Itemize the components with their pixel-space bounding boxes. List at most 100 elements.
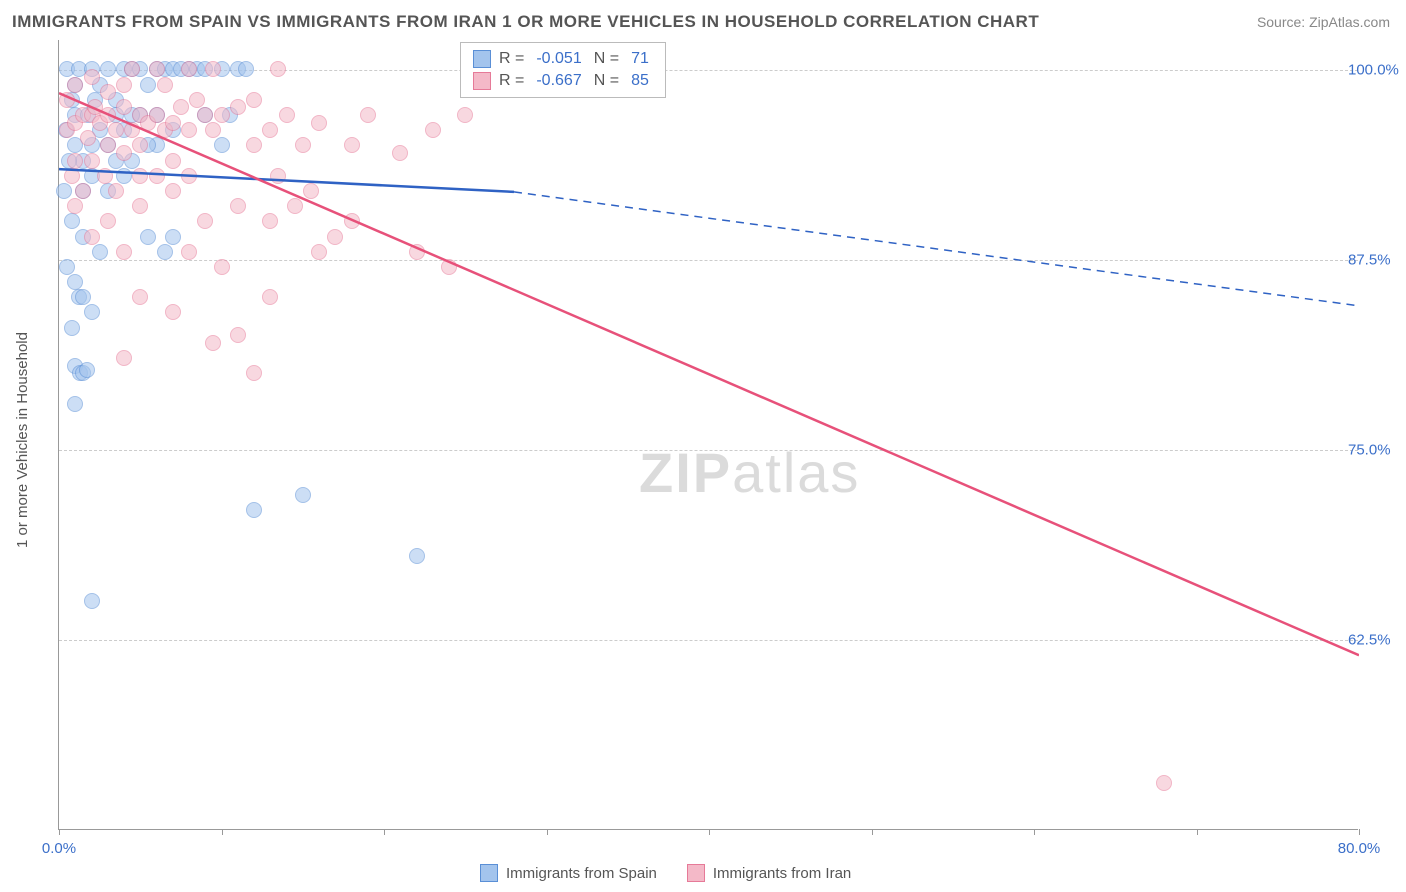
scatter-point (230, 99, 246, 115)
x-tick (384, 829, 385, 835)
scatter-point (262, 122, 278, 138)
scatter-point (214, 137, 230, 153)
swatch-iran (473, 72, 491, 90)
y-tick-label: 62.5% (1348, 632, 1406, 649)
x-tick-label: 80.0% (1338, 840, 1381, 857)
scatter-point (230, 198, 246, 214)
scatter-point (140, 77, 156, 93)
scatter-point (140, 229, 156, 245)
scatter-point (205, 61, 221, 77)
scatter-point (100, 213, 116, 229)
scatter-point (116, 99, 132, 115)
scatter-point (1156, 775, 1172, 791)
scatter-point (64, 168, 80, 184)
x-tick-label: 0.0% (42, 840, 76, 857)
scatter-point (392, 145, 408, 161)
scatter-point (132, 289, 148, 305)
scatter-point (295, 137, 311, 153)
scatter-point (100, 61, 116, 77)
scatter-point (197, 107, 213, 123)
scatter-point (124, 61, 140, 77)
scatter-point (165, 304, 181, 320)
swatch-iran (687, 864, 705, 882)
scatter-point (92, 244, 108, 260)
scatter-point (87, 99, 103, 115)
scatter-point (84, 593, 100, 609)
gridline (59, 640, 1358, 641)
r-value-iran: -0.667 (536, 72, 581, 90)
scatter-point (165, 115, 181, 131)
scatter-point (84, 304, 100, 320)
y-tick-label: 87.5% (1348, 252, 1406, 269)
scatter-point (59, 92, 75, 108)
scatter-point (116, 77, 132, 93)
scatter-point (181, 61, 197, 77)
bottom-legend: Immigrants from Spain Immigrants from Ir… (480, 864, 851, 882)
scatter-point (132, 137, 148, 153)
scatter-point (84, 229, 100, 245)
scatter-point (132, 198, 148, 214)
scatter-point (246, 137, 262, 153)
r-label: R = (499, 72, 524, 90)
x-tick (872, 829, 873, 835)
gridline (59, 260, 1358, 261)
scatter-point (189, 92, 205, 108)
x-tick (709, 829, 710, 835)
scatter-point (165, 229, 181, 245)
scatter-point (75, 183, 91, 199)
y-axis-title: 1 or more Vehicles in Household (14, 332, 31, 548)
scatter-point (108, 122, 124, 138)
scatter-point (149, 61, 165, 77)
plot-area: ZIPatlas 62.5%75.0%87.5%100.0%0.0%80.0% (58, 40, 1358, 830)
scatter-point (79, 362, 95, 378)
n-value-iran: 85 (631, 72, 649, 90)
scatter-point (246, 365, 262, 381)
scatter-point (344, 213, 360, 229)
legend-stats-box: R = -0.051 N = 71 R = -0.667 N = 85 (460, 42, 666, 98)
scatter-point (173, 99, 189, 115)
scatter-point (205, 122, 221, 138)
scatter-point (108, 183, 124, 199)
swatch-spain (480, 864, 498, 882)
scatter-point (67, 198, 83, 214)
scatter-point (97, 168, 113, 184)
scatter-point (311, 115, 327, 131)
scatter-point (409, 244, 425, 260)
scatter-point (75, 289, 91, 305)
gridline (59, 70, 1358, 71)
x-tick (222, 829, 223, 835)
x-tick (59, 829, 60, 835)
scatter-point (327, 229, 343, 245)
scatter-point (67, 77, 83, 93)
scatter-point (311, 244, 327, 260)
x-tick (547, 829, 548, 835)
scatter-point (238, 61, 254, 77)
scatter-point (181, 244, 197, 260)
scatter-point (214, 107, 230, 123)
scatter-point (116, 350, 132, 366)
scatter-point (360, 107, 376, 123)
scatter-point (165, 183, 181, 199)
x-tick (1034, 829, 1035, 835)
scatter-point (124, 122, 140, 138)
scatter-point (157, 244, 173, 260)
scatter-point (100, 137, 116, 153)
scatter-point (262, 289, 278, 305)
chart-container: IMMIGRANTS FROM SPAIN VS IMMIGRANTS FROM… (0, 0, 1406, 892)
scatter-point (84, 153, 100, 169)
scatter-point (64, 213, 80, 229)
r-label: R = (499, 50, 524, 68)
scatter-point (205, 335, 221, 351)
scatter-point (409, 548, 425, 564)
swatch-spain (473, 50, 491, 68)
scatter-point (262, 213, 278, 229)
x-tick (1197, 829, 1198, 835)
scatter-point (425, 122, 441, 138)
scatter-point (67, 396, 83, 412)
source-attribution: Source: ZipAtlas.com (1257, 14, 1390, 30)
scatter-point (149, 168, 165, 184)
scatter-point (287, 198, 303, 214)
n-value-spain: 71 (631, 50, 649, 68)
scatter-point (100, 84, 116, 100)
scatter-point (441, 259, 457, 275)
